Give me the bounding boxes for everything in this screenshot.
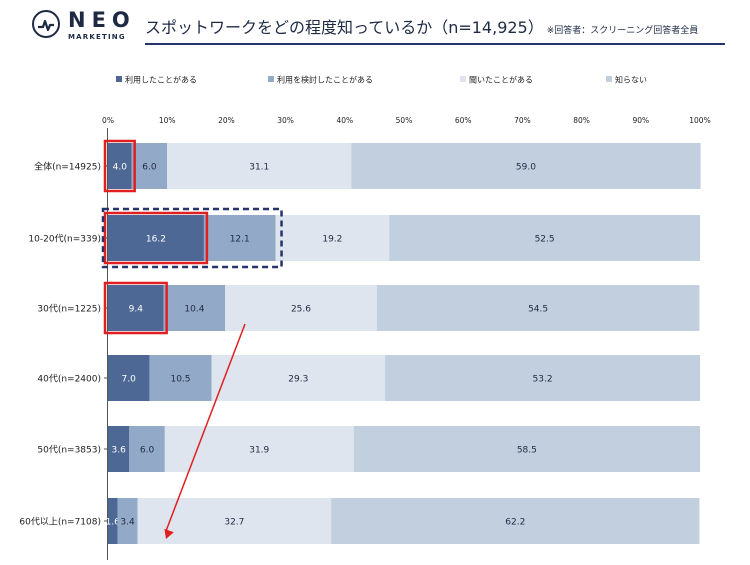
x-tick-label: 10% bbox=[159, 116, 176, 125]
data-label: 7.0 bbox=[122, 375, 137, 385]
x-tick-label: 30% bbox=[277, 116, 294, 125]
data-label: 25.6 bbox=[291, 305, 311, 315]
data-label: 1.6 bbox=[106, 518, 121, 528]
legend-swatch bbox=[116, 76, 122, 82]
bar-segment bbox=[163, 285, 226, 331]
bar-segment bbox=[149, 355, 212, 401]
highlight-box bbox=[103, 211, 209, 265]
x-tick-label: 70% bbox=[514, 116, 531, 125]
header: NEO MARKETING スポットワークをどの程度知っているか（n=14,92… bbox=[0, 0, 750, 48]
data-label: 19.2 bbox=[322, 235, 342, 245]
legend-swatch bbox=[268, 76, 274, 82]
logo-pulse-icon bbox=[32, 10, 60, 38]
data-label: 6.0 bbox=[142, 163, 157, 173]
bar-segment bbox=[108, 215, 204, 261]
legend-swatch bbox=[460, 76, 466, 82]
x-tick-label: 0% bbox=[102, 116, 114, 125]
bar-segment bbox=[167, 143, 352, 189]
data-label: 58.5 bbox=[517, 446, 537, 456]
data-label: 62.2 bbox=[505, 518, 525, 528]
data-label: 9.4 bbox=[129, 305, 144, 315]
data-label: 31.9 bbox=[249, 446, 269, 456]
bar-segment bbox=[108, 285, 164, 331]
category-label: 40代(n=2400) bbox=[37, 374, 101, 385]
trend-arrow-head bbox=[164, 528, 174, 539]
data-label: 4.0 bbox=[113, 163, 128, 173]
data-label: 10.4 bbox=[184, 305, 204, 315]
category-label: 50代(n=3853) bbox=[37, 445, 101, 456]
logo-text: NEO bbox=[68, 8, 136, 32]
data-label: 52.5 bbox=[535, 235, 555, 245]
highlight-box bbox=[103, 281, 168, 335]
bar-segment bbox=[225, 285, 377, 331]
bar-segment bbox=[117, 498, 138, 544]
legend-label: 利用したことがある bbox=[125, 75, 197, 85]
bar-segment bbox=[164, 426, 354, 472]
data-label: 32.7 bbox=[224, 518, 244, 528]
bar-segment bbox=[331, 498, 700, 544]
bar-segment bbox=[131, 143, 168, 189]
data-label: 59.0 bbox=[516, 163, 536, 173]
data-label: 6.0 bbox=[140, 446, 155, 456]
bar-segment bbox=[129, 426, 165, 472]
data-label: 29.3 bbox=[288, 375, 308, 385]
bar-segment bbox=[389, 215, 700, 261]
title-underline bbox=[145, 43, 725, 45]
legend-label: 利用を検討したことがある bbox=[277, 75, 373, 85]
category-label: 30代(n=1225) bbox=[37, 304, 101, 315]
data-label: 3.4 bbox=[120, 518, 135, 528]
data-label: 31.1 bbox=[249, 163, 269, 173]
data-label: 12.1 bbox=[230, 235, 250, 245]
bar-segment bbox=[108, 143, 132, 189]
x-tick-label: 80% bbox=[573, 116, 590, 125]
x-tick-label: 60% bbox=[455, 116, 472, 125]
logo-subtext: MARKETING bbox=[68, 33, 126, 41]
x-tick-label: 90% bbox=[632, 116, 649, 125]
bar-segment bbox=[385, 355, 700, 401]
bar-segment bbox=[108, 498, 118, 544]
x-tick-label: 40% bbox=[336, 116, 353, 125]
category-label: 10-20代(n=339) bbox=[28, 234, 101, 245]
legend-label: 知らない bbox=[615, 75, 647, 85]
bar-segment bbox=[203, 215, 276, 261]
data-label: 10.5 bbox=[170, 375, 190, 385]
data-label: 3.6 bbox=[111, 446, 126, 456]
x-tick-label: 50% bbox=[396, 116, 413, 125]
data-label: 54.5 bbox=[528, 305, 548, 315]
category-label: 全体(n=14925) bbox=[34, 161, 101, 173]
x-tick-label: 100% bbox=[689, 116, 710, 125]
bar-segment bbox=[108, 426, 130, 472]
trend-arrow-line bbox=[165, 323, 246, 532]
bar-segment bbox=[351, 143, 701, 189]
bar-segment bbox=[376, 285, 700, 331]
bar-segment bbox=[275, 215, 390, 261]
bar-segment bbox=[353, 426, 700, 472]
data-label: 16.2 bbox=[146, 235, 166, 245]
highlight-box bbox=[103, 139, 136, 193]
bar-segment bbox=[211, 355, 386, 401]
x-tick-label: 20% bbox=[218, 116, 235, 125]
bar-segment bbox=[108, 355, 150, 401]
category-label: 60代以上(n=7108) bbox=[19, 517, 101, 528]
respondent-note: ※回答者：スクリーニング回答者全員 bbox=[546, 26, 699, 36]
data-label: 53.2 bbox=[533, 375, 553, 385]
title-text: スポットワークをどの程度知っているか（n=14,925） bbox=[145, 18, 544, 37]
legend-label: 聞いたことがある bbox=[469, 75, 533, 85]
highlight-dashed-box bbox=[101, 207, 283, 269]
legend-swatch bbox=[606, 76, 612, 82]
page-title: スポットワークをどの程度知っているか（n=14,925） ※回答者：スクリーニング… bbox=[145, 14, 698, 38]
